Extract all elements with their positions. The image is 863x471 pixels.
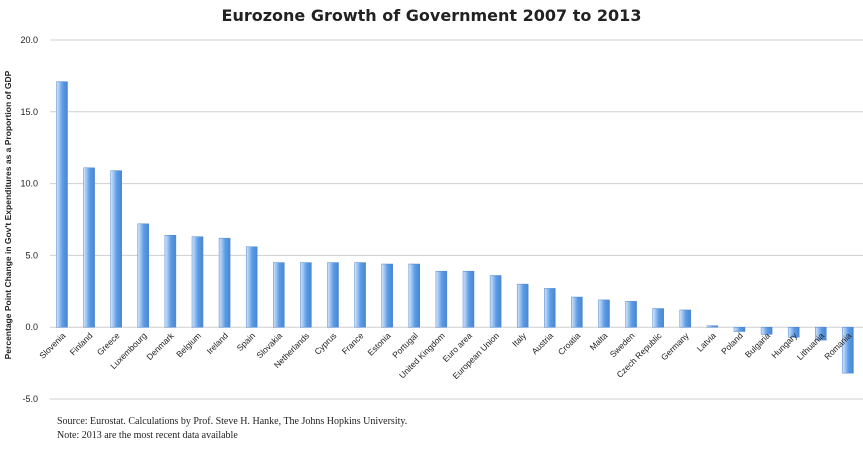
y-tick-label: 20.0 [20,35,38,45]
bar [516,283,529,328]
bar [381,263,393,328]
bar [245,246,258,328]
chart-title: Eurozone Growth of Government 2007 to 20… [221,6,642,25]
bar [354,262,366,328]
bar [760,326,773,335]
bar [625,301,637,328]
bar [435,270,448,328]
bar [110,170,122,328]
y-tick-label: 15.0 [20,107,38,117]
bar [652,308,664,328]
bar [191,236,204,328]
x-tick-label: Latvia [695,330,718,353]
bar [273,262,285,328]
x-tick-label: Poland [719,330,745,356]
bar [137,223,150,328]
bar [842,326,854,374]
data-note: Note: 2013 are the most recent data avai… [57,430,238,441]
bar [571,296,583,328]
bar [218,237,231,328]
bars [56,81,854,374]
y-tick-label: -5.0 [22,394,38,404]
x-tick-label: Spain [235,330,258,353]
bar [787,326,800,338]
source-note: Source: Eurostat. Calculations by Prof. … [57,416,408,427]
x-tick-label: Croatia [556,330,583,357]
bar [327,262,339,328]
bar [679,309,692,328]
bar [598,299,610,328]
x-tick-label: Lithuania [795,330,827,362]
x-tick-label: Cyprus [312,331,338,357]
x-tick-label: Slovenia [37,330,67,360]
bar [544,288,556,328]
y-tick-label: 10.0 [20,179,38,189]
x-tick-label: Germany [659,330,691,362]
x-tick-label: France [340,330,366,356]
y-axis-label: Percentage Point Change in Gov't Expendi… [3,70,13,359]
y-tick-label: 5.0 [25,250,38,260]
y-axis-ticks: 20.0 15.0 10.0 5.0 0.0 -5.0 [20,35,38,404]
x-tick-label: Austria [529,330,555,356]
x-tick-label: Belgium [174,331,203,360]
bar [300,262,312,328]
x-tick-label: Estonia [365,330,392,357]
x-tick-label: Ireland [205,330,231,356]
gridlines [50,39,863,400]
bar [462,270,475,328]
bar [815,326,827,341]
x-tick-label: Finland [68,330,95,357]
bar [733,326,746,332]
bar [489,275,502,328]
bar [56,81,68,328]
x-tick-label: Denmark [144,330,176,362]
bar [706,325,719,328]
x-axis-labels: Slovenia Finland GreeceLuxembourgDenmarkBe… [37,330,853,381]
x-tick-label: Bulgaria [743,330,772,359]
bar [408,263,421,328]
bar [164,235,177,328]
y-tick-label: 0.0 [25,322,38,332]
bar [83,167,95,328]
x-tick-label: Malta [588,330,610,352]
x-tick-label: Italy [510,330,529,349]
